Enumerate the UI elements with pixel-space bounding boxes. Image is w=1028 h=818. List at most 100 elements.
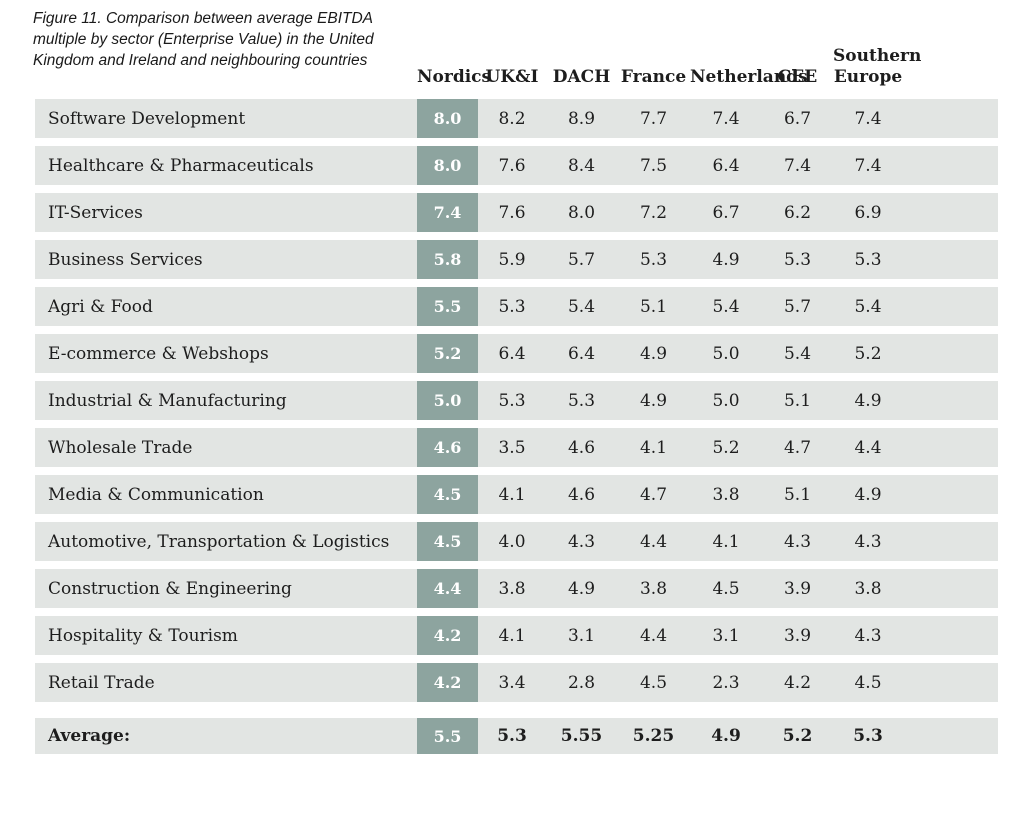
nordics-highlight-value: 5.5 xyxy=(417,287,478,326)
value-cell: 4.3 xyxy=(567,531,596,552)
value-cell: 4.0 xyxy=(498,531,526,552)
nordics-highlight-average: 5.5 xyxy=(417,718,478,754)
table-header-row: Nordics UK&I DACH France Netherlands CEE South… xyxy=(35,32,998,89)
value-cell: 8.9 xyxy=(567,108,596,129)
value-cell: 3.8 xyxy=(498,578,526,599)
value-cell: 5.3 xyxy=(639,249,668,270)
value-cell: 5.7 xyxy=(567,249,596,270)
column-header-southern-europe: Southern Europe xyxy=(833,46,922,87)
column-header-uk-i: UK&I xyxy=(485,67,539,87)
value-cell: 4.6 xyxy=(567,484,596,505)
nordics-highlight-value: 5.8 xyxy=(417,240,478,279)
value-cell: 5.4 xyxy=(854,296,882,317)
value-cell: 3.8 xyxy=(639,578,668,599)
average-value-cell: 5.55 xyxy=(560,726,603,746)
table-body: Software Development 8.0 8.2 8.9 7.7 7.4 6.7 7.… xyxy=(35,99,998,702)
average-value-cell: 5.3 xyxy=(497,726,527,746)
nordics-highlight-value: 5.2 xyxy=(417,334,478,373)
value-cell: 6.2 xyxy=(783,202,812,223)
nordics-highlight-value: 5.0 xyxy=(417,381,478,420)
sector-label: Retail Trade xyxy=(48,672,155,693)
column-header-france: France xyxy=(620,67,687,87)
table-row: Construction & Engineering 4.4 3.8 4.9 3.8 4.… xyxy=(35,569,998,608)
sector-label: Hospitality & Tourism xyxy=(48,625,238,646)
value-cell: 4.3 xyxy=(854,625,882,646)
sector-label: E-commerce & Webshops xyxy=(48,343,269,364)
value-cell: 5.1 xyxy=(783,484,812,505)
table-row: Hospitality & Tourism 4.2 4.1 3.1 4.4 3.1 3.9 4… xyxy=(35,616,998,655)
value-cell: 6.9 xyxy=(854,202,882,223)
sector-label: Construction & Engineering xyxy=(48,578,292,599)
nordics-highlight-value: 4.5 xyxy=(417,522,478,561)
value-cell: 8.2 xyxy=(498,108,526,129)
value-cell: 4.5 xyxy=(712,578,740,599)
table-row: E-commerce & Webshops 5.2 6.4 6.4 4.9 5.0 5.4 5… xyxy=(35,334,998,373)
value-cell: 7.4 xyxy=(854,155,882,176)
value-cell: 5.1 xyxy=(783,390,812,411)
nordics-highlight-value: 4.4 xyxy=(417,569,478,608)
value-cell: 4.7 xyxy=(639,484,668,505)
ebitda-multiples-table: Nordics UK&I DACH France Netherlands CEE South… xyxy=(35,0,998,754)
value-cell: 4.4 xyxy=(854,437,882,458)
value-cell: 4.9 xyxy=(712,249,740,270)
table-row: Business Services 5.8 5.9 5.7 5.3 4.9 5.3 5.3 xyxy=(35,240,998,279)
sector-label: Media & Communication xyxy=(48,484,264,505)
value-cell: 7.6 xyxy=(498,202,526,223)
value-cell: 5.3 xyxy=(567,390,596,411)
value-cell: 4.3 xyxy=(854,531,882,552)
average-value-cell: 5.25 xyxy=(632,726,675,746)
value-cell: 4.9 xyxy=(567,578,596,599)
value-cell: 4.1 xyxy=(639,437,668,458)
value-cell: 4.1 xyxy=(498,625,526,646)
value-cell: 5.7 xyxy=(783,296,812,317)
nordics-highlight-value: 4.6 xyxy=(417,428,478,467)
value-cell: 4.5 xyxy=(854,672,882,693)
value-cell: 5.4 xyxy=(567,296,596,317)
average-value-cell: 5.3 xyxy=(853,726,883,746)
value-cell: 3.9 xyxy=(783,578,812,599)
value-cell: 8.0 xyxy=(567,202,596,223)
value-cell: 5.1 xyxy=(639,296,668,317)
nordics-highlight-value: 4.2 xyxy=(417,663,478,702)
value-cell: 3.5 xyxy=(498,437,526,458)
value-cell: 4.3 xyxy=(783,531,812,552)
value-cell: 4.9 xyxy=(639,390,668,411)
value-cell: 2.8 xyxy=(567,672,596,693)
value-cell: 5.3 xyxy=(783,249,812,270)
value-cell: 5.9 xyxy=(498,249,526,270)
table-row: Retail Trade 4.2 3.4 2.8 4.5 2.3 4.2 4.5 xyxy=(35,663,998,702)
value-cell: 5.3 xyxy=(854,249,882,270)
figure-caption: Figure 11. Comparison between average EB… xyxy=(33,8,374,71)
value-cell: 5.0 xyxy=(712,390,740,411)
sector-label: Agri & Food xyxy=(48,296,153,317)
value-cell: 3.1 xyxy=(712,625,740,646)
value-cell: 6.7 xyxy=(783,108,812,129)
value-cell: 3.1 xyxy=(567,625,596,646)
nordics-highlight-value: 8.0 xyxy=(417,146,478,185)
table-row: Wholesale Trade 4.6 3.5 4.6 4.1 5.2 4.7 4.4 xyxy=(35,428,998,467)
nordics-highlight-value: 4.5 xyxy=(417,475,478,514)
value-cell: 5.0 xyxy=(712,343,740,364)
value-cell: 6.4 xyxy=(712,155,740,176)
value-cell: 7.4 xyxy=(712,108,740,129)
value-cell: 5.3 xyxy=(498,390,526,411)
column-header-dach: DACH xyxy=(552,67,611,87)
sector-label: Automotive, Transportation & Logistics xyxy=(48,531,390,552)
value-cell: 4.1 xyxy=(712,531,740,552)
sector-label: Wholesale Trade xyxy=(48,437,193,458)
value-cell: 4.2 xyxy=(783,672,812,693)
value-cell: 6.7 xyxy=(712,202,740,223)
sector-label: Healthcare & Pharmaceuticals xyxy=(48,155,314,176)
value-cell: 7.5 xyxy=(639,155,668,176)
value-cell: 4.4 xyxy=(639,531,668,552)
table-average-row: Average: 5.5 5.3 5.55 5.25 4.9 5.2 5.3 xyxy=(35,718,998,754)
value-cell: 4.9 xyxy=(854,484,882,505)
nordics-highlight-value: 4.2 xyxy=(417,616,478,655)
value-cell: 5.2 xyxy=(712,437,740,458)
nordics-highlight-value: 7.4 xyxy=(417,193,478,232)
value-cell: 3.4 xyxy=(498,672,526,693)
value-cell: 7.7 xyxy=(639,108,668,129)
sector-label: IT-Services xyxy=(48,202,143,223)
sector-label: Industrial & Manufacturing xyxy=(48,390,287,411)
column-header-netherlands: Netherlands xyxy=(690,67,808,87)
